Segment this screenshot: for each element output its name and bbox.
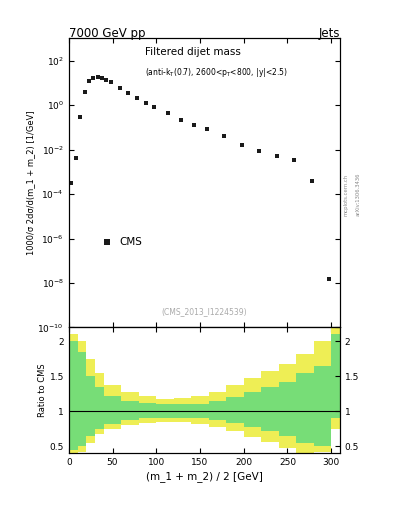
Bar [314,366,331,446]
Bar [244,392,261,426]
Bar [226,386,244,432]
Bar [279,364,296,447]
Bar [331,328,340,429]
Text: arXiv:1306.3436: arXiv:1306.3436 [356,173,361,216]
Bar [77,352,86,446]
Bar [139,396,156,423]
X-axis label: (m_1 + m_2) / 2 [GeV]: (m_1 + m_2) / 2 [GeV] [146,471,263,482]
Bar [69,334,77,453]
Bar [261,371,279,442]
Bar [121,401,139,420]
Bar [121,392,139,425]
Bar [95,373,104,434]
Bar [139,403,156,418]
Bar [314,342,331,452]
Bar [174,398,191,422]
Bar [331,334,340,418]
Bar [86,376,95,436]
Bar [104,396,121,424]
Bar [95,387,104,429]
Text: Filtered dijet mass: Filtered dijet mass [145,47,241,57]
Bar [174,404,191,417]
Text: 7000 GeV pp: 7000 GeV pp [69,27,145,39]
Text: Jets: Jets [318,27,340,39]
Text: (CMS_2013_I1224539): (CMS_2013_I1224539) [162,307,247,316]
Text: (anti-k$_\mathregular{T}$(0.7), 2600<p$_\mathregular{T}$<800, |y|<2.5): (anti-k$_\mathregular{T}$(0.7), 2600<p$_… [145,66,288,79]
Bar [279,382,296,436]
Bar [244,378,261,437]
Bar [86,359,95,443]
Bar [77,342,86,452]
Bar [209,401,226,420]
Text: CMS: CMS [119,237,142,247]
Y-axis label: 1000/σ 2dσ/d(m_1 + m_2) [1/GeV]: 1000/σ 2dσ/d(m_1 + m_2) [1/GeV] [26,111,35,255]
Bar [156,404,174,417]
Bar [296,373,314,443]
Text: mcplots.cern.ch: mcplots.cern.ch [344,174,349,216]
Bar [261,387,279,431]
Y-axis label: Ratio to CMS: Ratio to CMS [38,364,47,417]
Bar [191,396,209,424]
Bar [156,399,174,422]
Bar [104,385,121,429]
Bar [209,392,226,428]
Bar [69,342,77,450]
Bar [296,354,314,453]
Bar [191,403,209,418]
Bar [226,397,244,423]
